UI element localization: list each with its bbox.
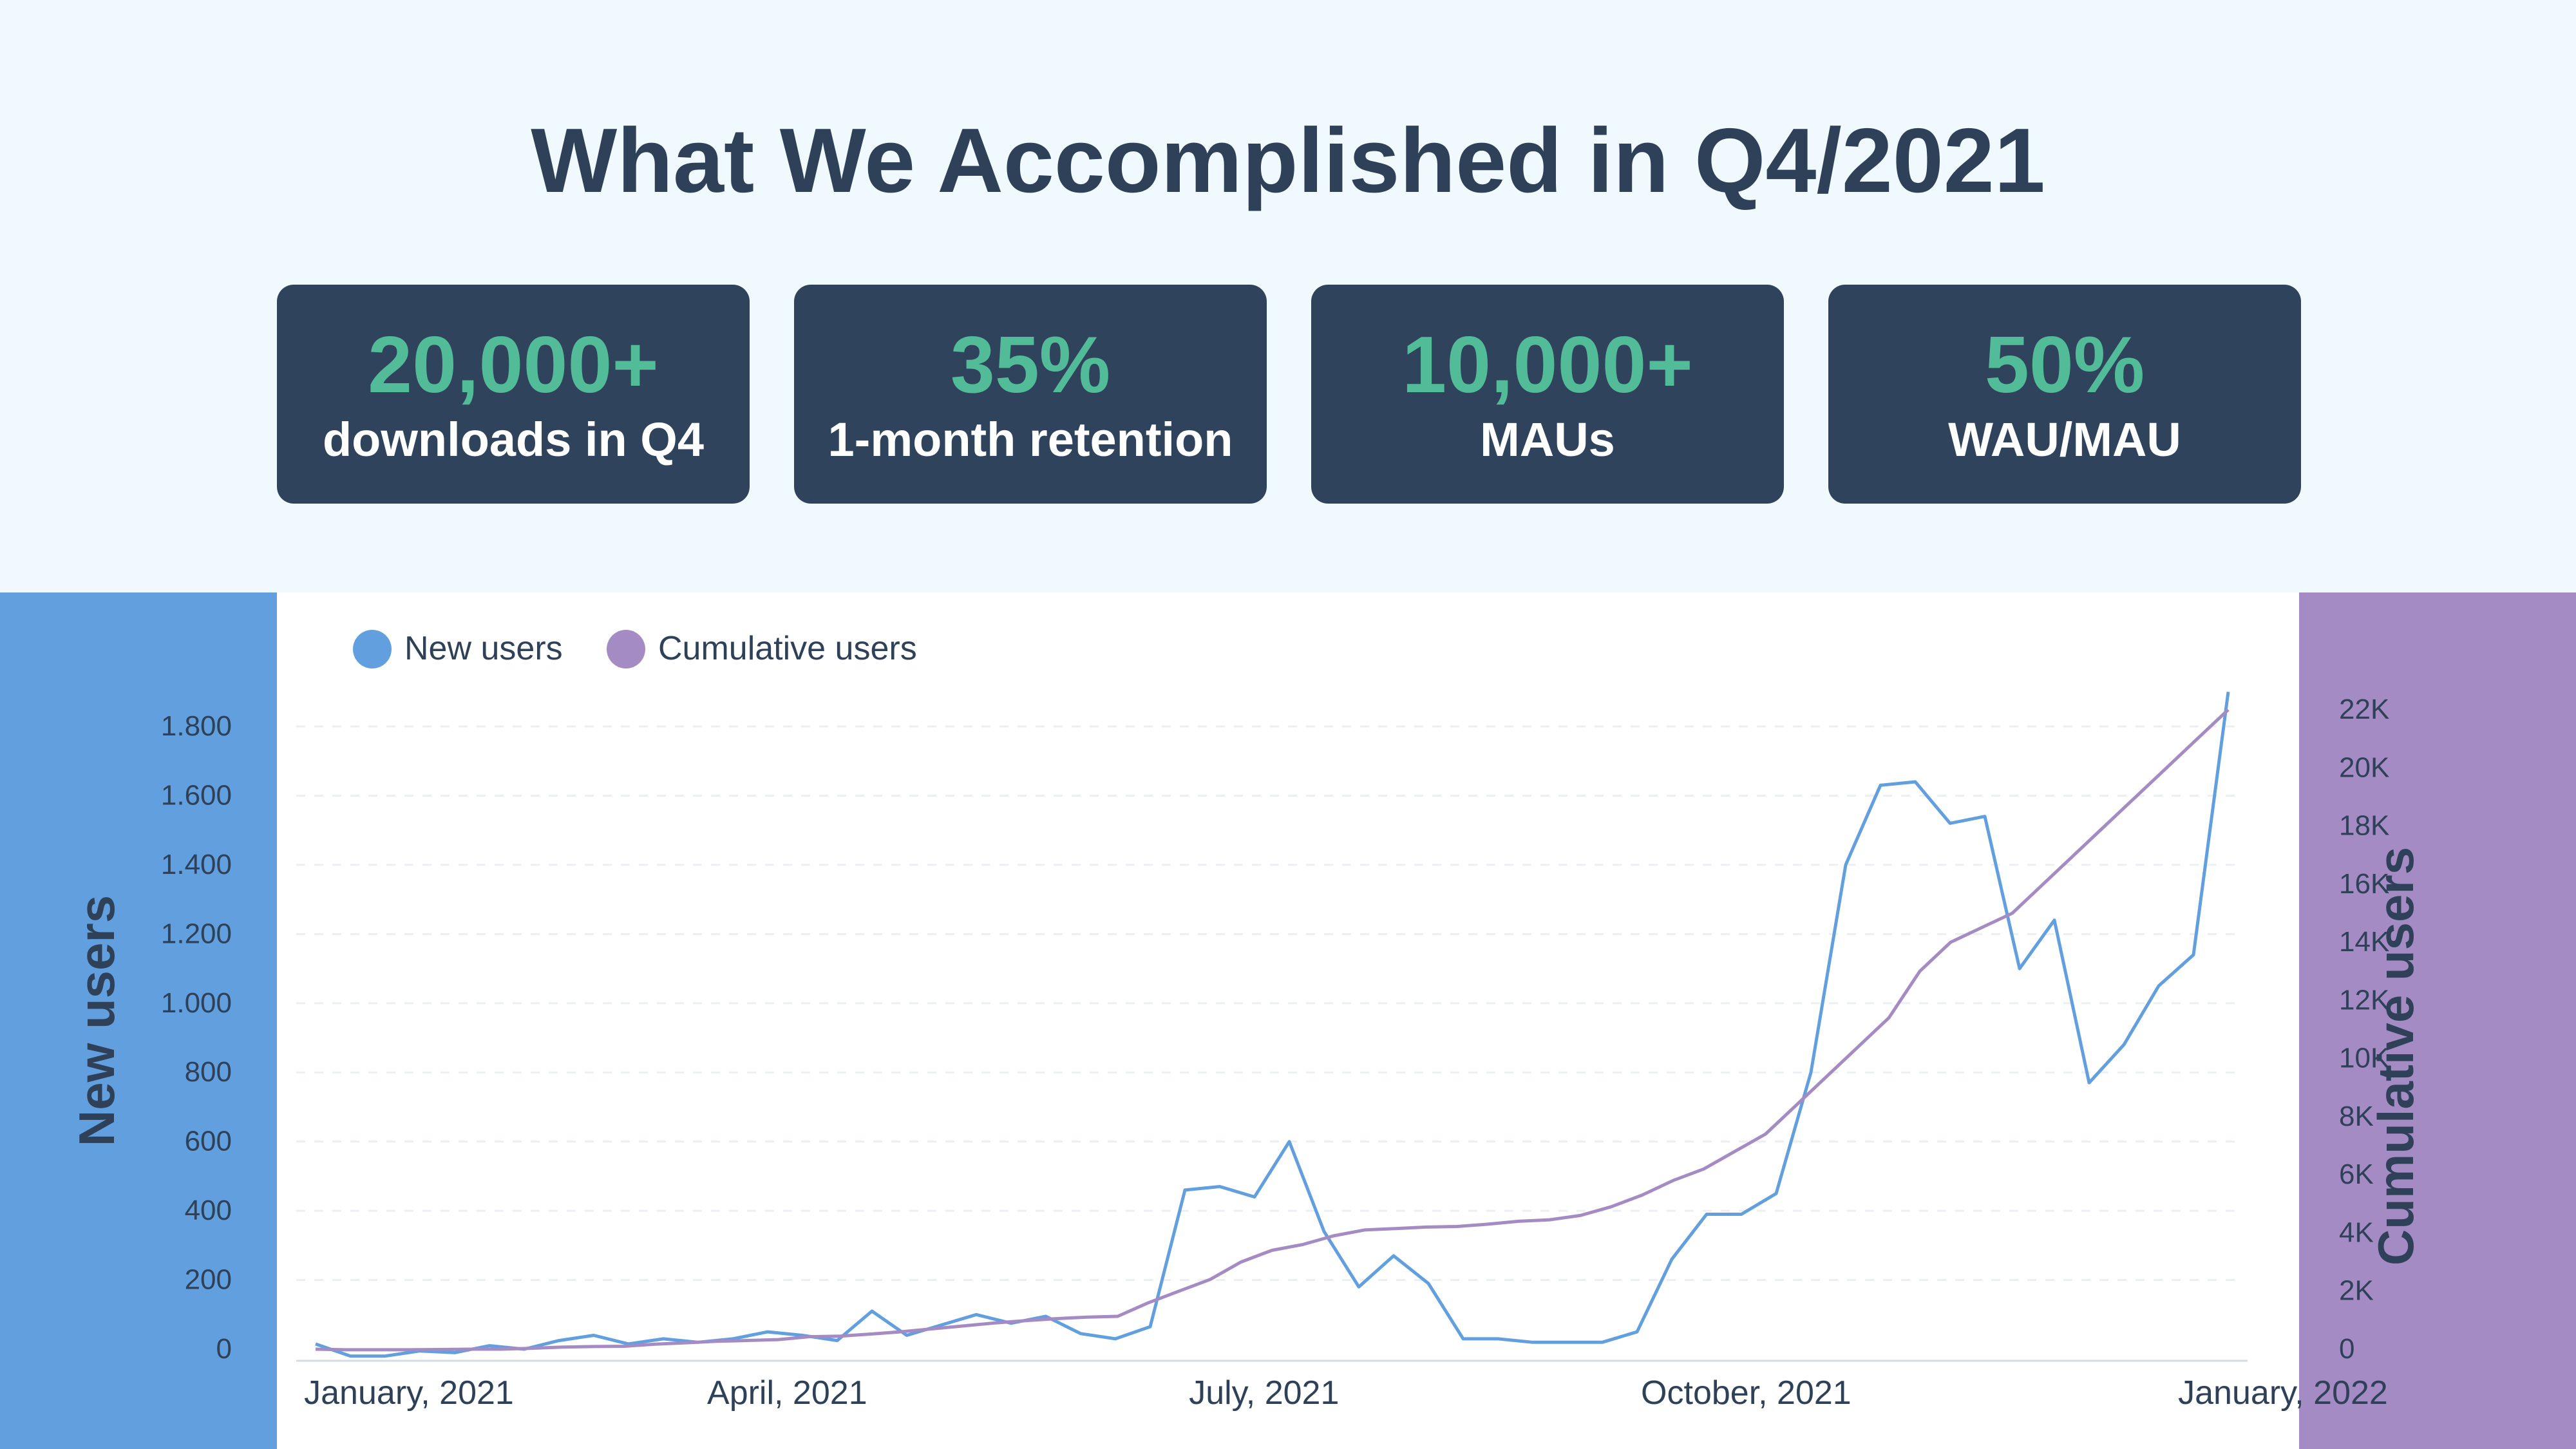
y-right-tick-label: 12K xyxy=(2339,984,2389,1016)
x-tick-label: January, 2021 xyxy=(304,1374,514,1412)
right-axis-band: Cumulative users xyxy=(2299,592,2576,1449)
y-right-tick-label: 22K xyxy=(2339,694,2389,725)
kpi-value: 20,000+ xyxy=(368,321,659,410)
x-tick-label: January, 2022 xyxy=(2178,1374,2388,1412)
y-right-tick-label: 18K xyxy=(2339,810,2389,842)
x-tick-label: April, 2021 xyxy=(707,1374,867,1412)
legend-swatch xyxy=(607,630,645,668)
kpi-label: 1-month retention xyxy=(828,413,1233,466)
series-line-cumulative-users xyxy=(315,708,2230,1352)
x-tick-label: October, 2021 xyxy=(1641,1374,1852,1412)
legend-swatch xyxy=(353,630,392,668)
y-left-tick-label: 1.800 xyxy=(161,710,232,742)
y-left-tick-label: 600 xyxy=(185,1126,232,1157)
y-left-tick-label: 1.400 xyxy=(161,849,232,880)
y-left-tick-label: 800 xyxy=(185,1056,232,1088)
kpi-card-wau-mau: 50% WAU/MAU xyxy=(1828,285,2301,504)
legend-label: New users xyxy=(404,630,563,667)
page-title: What We Accomplished in Q4/2021 xyxy=(531,109,2045,212)
kpi-label: WAU/MAU xyxy=(1948,413,2181,466)
y-right-tick-label: 4K xyxy=(2339,1217,2374,1248)
y-left-tick-label: 1.200 xyxy=(161,918,232,949)
y-left-tick-label: 200 xyxy=(185,1264,232,1296)
y-left-tick-label: 1.000 xyxy=(161,987,232,1019)
kpi-value: 10,000+ xyxy=(1402,321,1693,410)
kpi-card-maus: 10,000+ MAUs xyxy=(1311,285,1784,504)
chart-panel xyxy=(277,592,2299,1449)
y-left-tick-label: 0 xyxy=(216,1333,232,1365)
x-tick-label: July, 2021 xyxy=(1189,1374,1339,1412)
left-axis-band: New users xyxy=(0,592,277,1449)
kpi-label: MAUs xyxy=(1480,413,1615,466)
y-right-tick-label: 2K xyxy=(2339,1275,2374,1307)
y-right-tick-label: 14K xyxy=(2339,926,2389,958)
kpi-card-retention: 35% 1-month retention xyxy=(794,285,1267,504)
kpi-label: downloads in Q4 xyxy=(322,413,705,466)
kpi-value: 35% xyxy=(950,321,1111,410)
kpi-value: 50% xyxy=(1984,321,2145,410)
y-right-tick-label: 8K xyxy=(2339,1101,2374,1132)
y-right-tick-label: 20K xyxy=(2339,752,2389,783)
y-left-tick-label: 1.600 xyxy=(161,779,232,811)
kpi-card-downloads: 20,000+ downloads in Q4 xyxy=(277,285,750,504)
y-right-tick-label: 0 xyxy=(2339,1333,2354,1365)
y-right-tick-label: 16K xyxy=(2339,868,2389,900)
y-right-tick-label: 6K xyxy=(2339,1159,2374,1190)
series-line-new-users xyxy=(315,691,2230,1358)
y-left-tick-label: 400 xyxy=(185,1195,232,1226)
legend-label: Cumulative users xyxy=(658,630,917,667)
y-right-tick-label: 10K xyxy=(2339,1043,2389,1074)
